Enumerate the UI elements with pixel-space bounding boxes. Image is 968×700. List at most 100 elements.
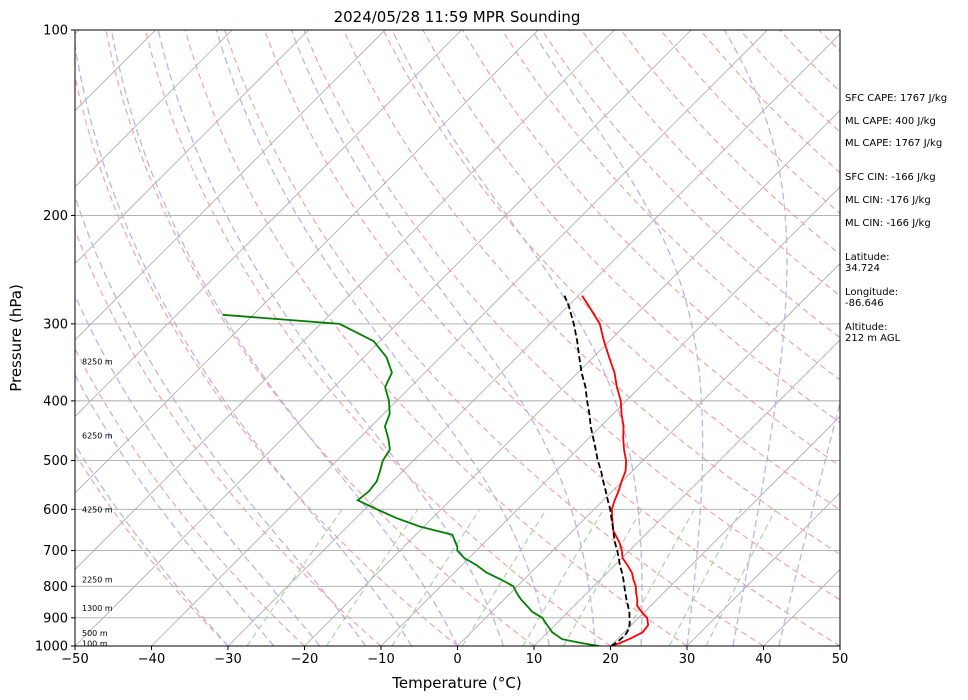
dry-adiabat-line (343, 30, 840, 556)
isotherm-line (380, 186, 840, 646)
x-tick-label: 0 (453, 652, 461, 667)
isotherm-line (304, 109, 840, 646)
moist-adiabat-line (531, 30, 704, 646)
height-label: 2250 m (82, 576, 113, 585)
moist-adiabat-line (75, 42, 413, 646)
x-tick-label: 20 (602, 652, 619, 667)
isotherm-line (75, 30, 233, 188)
moist-adiabat-line (157, 30, 505, 646)
mixing-ratio-line (618, 509, 695, 646)
moist-adiabat-line (215, 30, 550, 646)
dry-adiabat-line (422, 30, 840, 467)
dry-adiabat-line (105, 30, 535, 646)
parcel-path (563, 295, 631, 646)
ml-cape-text: ML CAPE: 400 J/kg (845, 116, 936, 127)
sfc-cin-text: SFC CIN: -166 J/kg (845, 172, 936, 183)
isotherm-line (75, 30, 309, 265)
x-tick-label: −50 (61, 652, 88, 667)
isotherm-line (457, 262, 840, 646)
y-tick-label: 300 (43, 317, 68, 332)
x-axis-ticks: −50 −40 −30 −20 −10 0 10 20 30 40 50 (61, 646, 848, 667)
isotherm-line (75, 30, 615, 571)
x-axis-label: Temperature (°C) (391, 674, 521, 692)
altitude-text: Altitude: 212 m AGL (845, 322, 901, 344)
isotherm-line (610, 415, 840, 646)
height-label: 8250 m (82, 357, 113, 366)
dry-adiabat-line (580, 30, 840, 297)
x-tick-label: 40 (755, 652, 772, 667)
mixing-ratio-line (705, 509, 777, 646)
mixing-ratio-line (562, 508, 643, 646)
dry-adiabat-line (144, 30, 611, 646)
y-tick-label: 100 (43, 24, 68, 39)
height-label: 6250 m (82, 431, 113, 440)
isotherm-line (227, 33, 840, 646)
x-tick-label: 50 (832, 652, 849, 667)
isotherm-line (533, 339, 840, 646)
height-label: 1300 m (82, 604, 113, 613)
latitude-text: Latitude: 34.724 (845, 252, 890, 274)
ml-cin-text-2: ML CIN: -166 J/kg (845, 218, 931, 229)
ml-cin-text: ML CIN: -176 J/kg (845, 195, 931, 206)
x-tick-label: −10 (367, 652, 394, 667)
y-tick-label: 1000 (35, 640, 68, 655)
isotherm-line (75, 30, 386, 341)
y-tick-label: 500 (43, 454, 68, 469)
y-tick-label: 400 (43, 394, 68, 409)
moist-adiabat-line (75, 443, 229, 646)
height-labels: 8250 m 6250 m 4250 m 2250 m 1300 m 500 m 100 m (82, 357, 113, 648)
y-tick-label: 200 (43, 209, 68, 224)
height-label: 100 m (82, 640, 108, 649)
mixing-ratio-line (325, 508, 419, 646)
sounding-profiles (222, 295, 650, 646)
y-tick-label: 700 (43, 544, 68, 559)
x-tick-label: −20 (291, 652, 318, 667)
moist-adiabat-line (724, 30, 788, 646)
isotherm-line (686, 492, 840, 646)
dry-adiabat-line (224, 30, 764, 646)
isotherm-line (75, 30, 462, 418)
dry-adiabat-line (75, 228, 382, 646)
y-tick-label: 900 (43, 611, 68, 626)
mixing-ratio-line (668, 509, 742, 646)
y-axis-label: Pressure (hPa) (7, 284, 25, 392)
background-lines (0, 30, 840, 646)
dry-adiabat-line (263, 30, 840, 646)
height-label: 500 m (82, 629, 108, 638)
isotherm-line (75, 30, 692, 646)
moist-adiabat-line (110, 30, 459, 646)
dry-adiabat-line (303, 30, 840, 601)
temperature-profile (581, 295, 650, 646)
y-axis-ticks: 100 200 300 400 500 600 700 800 900 1000 (35, 24, 75, 655)
dry-adiabat-line (75, 347, 305, 646)
moist-adiabat-line (391, 30, 643, 646)
mixing-ratio-line (246, 508, 343, 646)
x-tick-label: 30 (679, 652, 696, 667)
moist-adiabat-line (75, 194, 367, 646)
y-tick-label: 800 (43, 580, 68, 595)
moist-adiabat-line (75, 373, 275, 646)
isobar-gridlines (75, 29, 840, 647)
isotherm-line (0, 30, 3, 646)
dry-adiabat-line (75, 452, 229, 646)
dry-adiabat-line (184, 30, 688, 646)
y-tick-label: 600 (43, 503, 68, 518)
plot-frame (74, 29, 841, 647)
ml-cape-text-2: ML CAPE: 1767 J/kg (845, 138, 943, 149)
moist-adiabat-line (778, 400, 840, 646)
dry-adiabat-line (382, 30, 840, 511)
x-tick-label: −30 (214, 652, 241, 667)
chart-title: 2024/05/28 11:59 MPR Sounding (334, 8, 581, 26)
moist-adiabat-line (75, 293, 321, 646)
mixing-ratio-line (522, 508, 605, 646)
x-tick-label: 10 (526, 652, 543, 667)
longitude-text: Longitude: -86.646 (845, 287, 899, 309)
dewpoint-profile (222, 313, 600, 646)
isotherm-line (75, 30, 539, 494)
mixing-ratio-line (461, 508, 547, 646)
height-label: 4250 m (82, 505, 113, 514)
sfc-cape-text: SFC CAPE: 1767 J/kg (845, 93, 948, 104)
isotherm-line (151, 30, 768, 646)
x-tick-label: −40 (138, 652, 165, 667)
